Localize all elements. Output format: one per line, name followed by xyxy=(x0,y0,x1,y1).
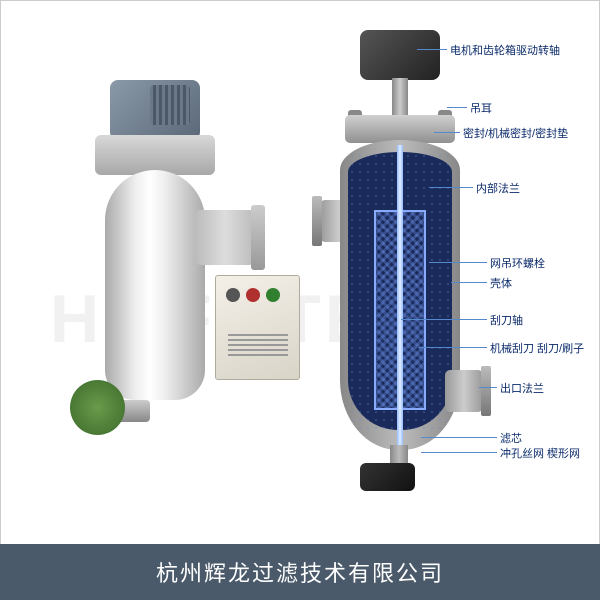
label-inner_flange: 内部法兰 xyxy=(476,180,520,196)
diagram-outlet-flange xyxy=(445,370,483,412)
drain-valve-icon xyxy=(360,463,415,491)
label-scraper_shaft: 刮刀轴 xyxy=(490,312,523,328)
leader-line-ring_bolt xyxy=(429,262,487,263)
label-scraper: 机械刮刀 刮刀/刷子 xyxy=(490,340,584,356)
label-lifting_ear: 吊耳 xyxy=(470,100,492,116)
product-photo xyxy=(40,80,300,440)
label-body: 壳体 xyxy=(490,275,512,291)
diagram-drain-assembly xyxy=(360,445,430,490)
leader-line-seals xyxy=(434,132,460,133)
filter-cylinder xyxy=(105,170,205,400)
label-filter_media: 冲孔丝网 楔形网 xyxy=(500,445,580,461)
diagram-motor xyxy=(360,30,440,80)
label-filter_element: 滤芯 xyxy=(500,430,522,446)
content-area: 电机和齿轮箱驱动转轴吊耳密封/机械密封/密封垫内部法兰网吊环螺栓壳体刮刀轴机械刮… xyxy=(0,0,600,600)
control-panel xyxy=(215,275,300,380)
inlet-flange xyxy=(195,210,255,265)
top-flange xyxy=(95,135,215,175)
diagram-top-flange xyxy=(345,115,455,143)
leader-line-scraper_shaft xyxy=(401,319,487,320)
actuator-valve xyxy=(70,380,125,435)
leader-line-motor_shaft xyxy=(417,49,447,50)
cutaway-diagram xyxy=(310,30,590,550)
motor-cooling-fins xyxy=(150,85,190,125)
start-button-icon xyxy=(266,288,280,302)
label-seals: 密封/机械密封/密封垫 xyxy=(463,125,568,141)
leader-line-filter_media xyxy=(421,452,497,453)
label-ring_bolt: 网吊环螺栓 xyxy=(490,255,545,271)
diagram-drive-shaft xyxy=(392,78,408,118)
leader-line-filter_element xyxy=(421,437,497,438)
leader-line-lifting_ear xyxy=(447,107,467,108)
panel-vents xyxy=(228,331,288,356)
leader-line-outlet_flange xyxy=(479,387,497,388)
label-motor_shaft: 电机和齿轮箱驱动转轴 xyxy=(450,42,560,58)
leader-line-scraper xyxy=(419,347,487,348)
leader-line-inner_flange xyxy=(429,187,473,188)
label-outlet_flange: 出口法兰 xyxy=(500,380,544,396)
diagram-scraper-shaft xyxy=(397,145,403,445)
switch-icon xyxy=(226,288,240,302)
leader-line-body xyxy=(451,282,487,283)
stop-button-icon xyxy=(246,288,260,302)
